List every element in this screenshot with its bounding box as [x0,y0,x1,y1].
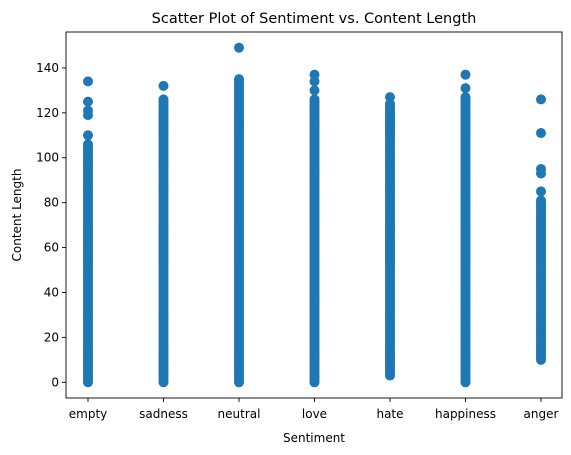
y-tick-label: 40 [44,285,59,299]
data-point-happiness [460,92,471,103]
data-point-neutral [234,74,244,85]
data-point-anger [536,128,546,139]
data-point-love [309,69,320,80]
data-point-happiness [460,69,471,80]
y-tick-label: 100 [36,151,59,165]
y-tick-label: 120 [36,106,59,120]
data-point-love [309,85,320,96]
data-point-empty [83,139,93,150]
y-axis-label: Content Length [10,169,24,262]
data-point-hate [385,92,395,103]
x-tick-label-anger: anger [524,407,559,421]
x-tick-label-empty: empty [69,407,108,421]
data-point-sadness [158,80,169,91]
chart-title: Scatter Plot of Sentiment vs. Content Le… [152,11,477,27]
plot-frame [65,31,563,399]
data-point-empty [83,105,93,116]
y-axis: 0 20 40 60 80 100 120 140 [36,61,66,389]
y-tick-label: 140 [36,61,59,75]
data-point-empty [83,130,93,141]
y-tick-label: 80 [44,196,59,210]
data-point-anger [536,94,546,105]
x-tick-label-love: love [302,407,327,421]
data-point-sadness [158,94,169,105]
x-tick-label-hate: hate [376,407,403,421]
data-point-anger [536,163,546,174]
x-tick-label-neutral: neutral [218,407,261,421]
y-tick-label: 20 [44,330,59,344]
x-axis-label: Sentiment [283,431,345,445]
x-axis: empty sadness neutral love hate happiness ange… [69,398,559,421]
data-point-love [309,94,320,105]
data-point-empty [83,76,93,87]
data-point-anger [536,195,546,206]
data-points [83,42,546,388]
data-point-happiness [460,83,471,94]
data-point-anger [536,186,546,197]
data-point-neutral [234,42,244,53]
data-point-empty [83,96,93,107]
x-tick-label-happiness: happiness [435,407,496,421]
y-tick-label: 60 [44,241,59,255]
y-tick-label: 0 [51,375,59,389]
x-tick-label-sadness: sadness [139,407,188,421]
